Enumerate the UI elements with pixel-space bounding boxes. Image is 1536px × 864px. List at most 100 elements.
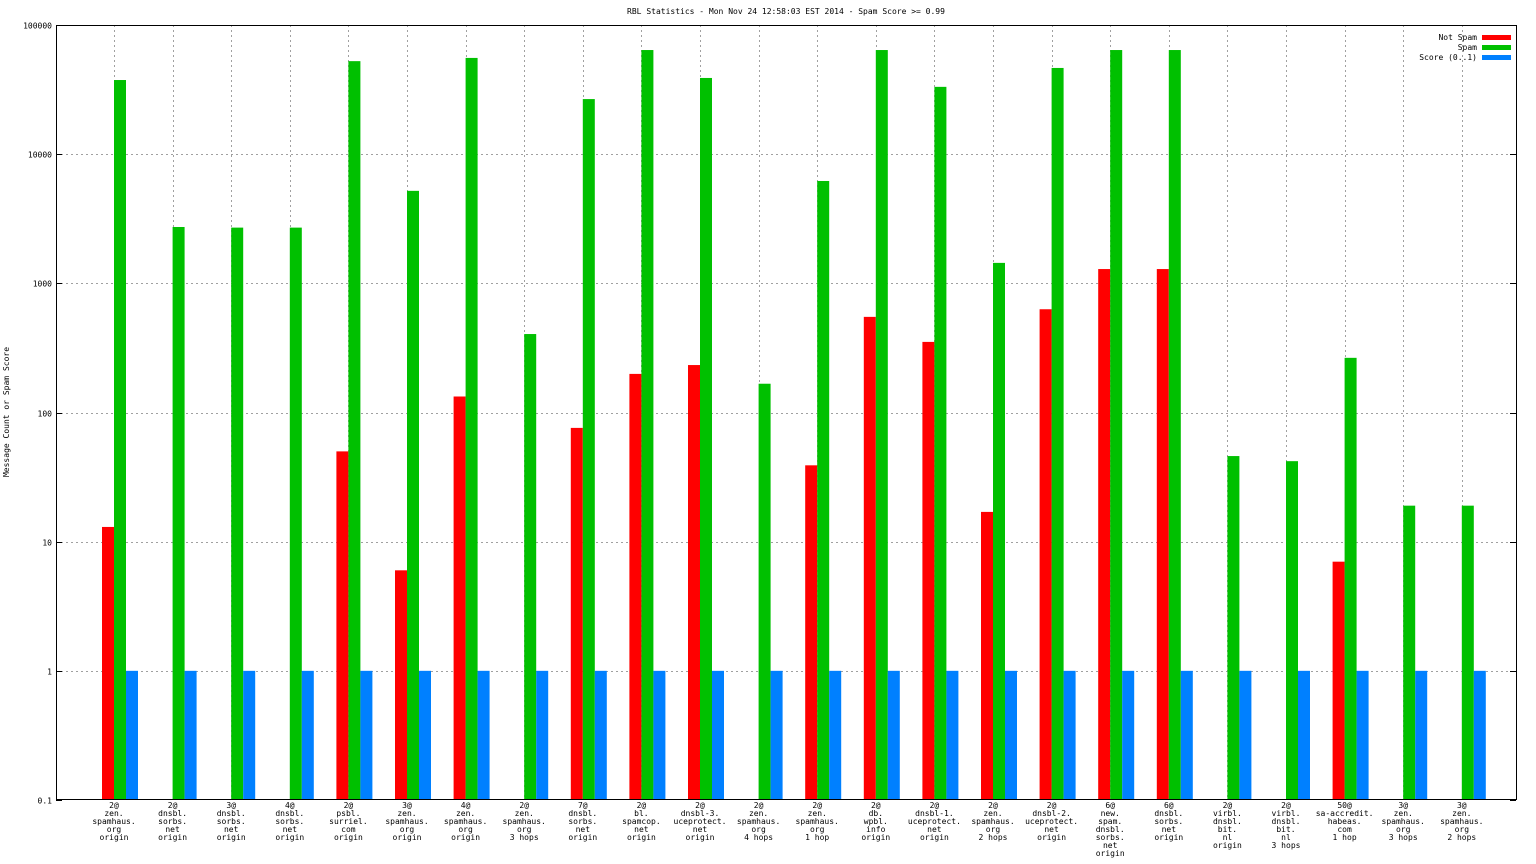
bars	[102, 50, 1486, 801]
x-tick-label: zen.	[749, 809, 768, 818]
x-tick-label: origin	[1037, 833, 1066, 842]
bar-not-spam	[1156, 269, 1169, 800]
bar-not-spam	[453, 396, 466, 800]
x-tick-label: zen.	[1394, 809, 1413, 818]
x-tick-label: spamhaus.	[796, 817, 839, 826]
x-tick-label: zen.	[397, 809, 416, 818]
x-tick-label: habeas.	[1328, 817, 1362, 826]
bar-score	[360, 670, 373, 800]
x-tick-label: dnsbl.	[217, 809, 246, 818]
x-tick-label: net	[576, 825, 591, 834]
x-tick-label: zen.	[983, 809, 1002, 818]
chart-title: RBL Statistics - Mon Nov 24 12:58:03 EST…	[627, 7, 945, 16]
y-tick-label: 0.1	[38, 797, 53, 806]
legend-swatch	[1482, 55, 1511, 60]
x-tick-label: dnsbl.	[568, 809, 597, 818]
x-tick-label: origin	[393, 833, 422, 842]
bar-spam	[348, 61, 361, 800]
x-tick-label: 2@	[1281, 801, 1291, 810]
bar-spam	[1403, 505, 1416, 800]
bar-score	[301, 670, 314, 800]
x-tick-label: 6@	[1164, 801, 1174, 810]
bar-score	[1298, 670, 1310, 800]
x-tick-label: 2@	[930, 801, 940, 810]
y-tick-label: 10000	[28, 151, 52, 160]
x-tick-label: 2@	[1047, 801, 1057, 810]
x-tick-label: spamhaus.	[1382, 817, 1425, 826]
x-tick-label: 3@	[1398, 801, 1408, 810]
legend-swatch	[1482, 45, 1511, 50]
bar-not-spam	[922, 341, 935, 800]
y-tick-label: 100	[38, 410, 53, 419]
bar-spam	[993, 262, 1005, 800]
x-tick-label: spamhaus.	[444, 817, 487, 826]
bar-spam	[817, 180, 830, 801]
x-tick-label: 2@	[812, 801, 822, 810]
x-tick-label: 50@	[1337, 801, 1352, 810]
bar-spam	[172, 226, 185, 800]
bar-score	[946, 670, 959, 800]
x-tick-label: net	[224, 825, 239, 834]
x-tick-label: zen.	[808, 809, 827, 818]
y-tick-label: 10	[42, 539, 52, 548]
x-tick-label: origin	[1154, 833, 1183, 842]
x-tick-label: origin	[334, 833, 363, 842]
bar-score	[653, 670, 666, 800]
bar-score	[1356, 670, 1369, 800]
bar-spam	[1286, 461, 1298, 800]
y-tick-label: 1	[47, 668, 52, 677]
bar-score	[1063, 670, 1076, 800]
x-tick-label: spamhaus.	[92, 817, 135, 826]
bar-spam	[114, 80, 126, 801]
x-tick-label: dnsbl.	[1272, 817, 1301, 826]
bar-score	[829, 670, 842, 800]
bar-not-spam	[805, 465, 818, 800]
x-tick-label: org	[400, 825, 415, 834]
bar-not-spam	[981, 511, 993, 800]
x-tick-label: com	[341, 825, 356, 834]
x-tick-label: dnsbl-1.	[915, 809, 954, 818]
x-tick-label: com	[1337, 825, 1352, 834]
bar-score	[770, 670, 783, 800]
x-tick-label: origin	[568, 833, 597, 842]
x-tick-label: sorbs.	[568, 817, 597, 826]
y-ticks: 100000 10000 1000 100 10 1 0.1	[23, 22, 1516, 806]
x-tick-label: origin	[275, 833, 304, 842]
x-tick-label: spamhaus.	[737, 817, 780, 826]
x-tick-label: origin	[627, 833, 656, 842]
x-tick-label: dnsbl.	[275, 809, 304, 818]
bar-score	[887, 670, 900, 800]
x-tick-label: origin	[158, 833, 187, 842]
y-axis-label: Message Count or Spam Score	[2, 347, 11, 477]
x-tick-label: info	[866, 825, 885, 834]
x-tick-label: zen.	[515, 809, 534, 818]
bar-spam	[465, 57, 478, 800]
x-tick-label: spamhaus.	[385, 817, 428, 826]
x-tick-label: net	[1103, 841, 1118, 850]
x-tick-label: org	[810, 825, 825, 834]
x-tick-label: org	[1396, 825, 1411, 834]
x-tick-label: net	[693, 825, 708, 834]
x-tick-label: sorbs.	[275, 817, 304, 826]
x-tick-label: 2@	[519, 801, 529, 810]
x-tick-label: spamcop.	[622, 817, 661, 826]
x-tick-label: uceprotect.	[908, 817, 961, 826]
bar-not-spam	[1039, 309, 1052, 800]
x-tick-label: net	[634, 825, 649, 834]
bar-score	[594, 670, 607, 800]
bar-not-spam	[1332, 561, 1345, 800]
bar-not-spam	[863, 316, 876, 800]
bar-score	[1473, 670, 1486, 800]
x-tick-label: new.	[1101, 809, 1120, 818]
x-tick-label: 1 hop	[805, 833, 829, 842]
legend-swatch	[1482, 35, 1511, 40]
bar-score	[243, 670, 256, 800]
x-tick-label: sa-accredit.	[1316, 809, 1374, 818]
bar-score	[477, 670, 490, 800]
x-tick-label: 2 hops	[1447, 833, 1476, 842]
x-tick-label: psbl.	[336, 809, 360, 818]
bar-spam	[1051, 67, 1064, 801]
x-tick-label: uceprotect.	[1025, 817, 1078, 826]
bar-score	[126, 670, 138, 800]
x-tick-label: bit.	[1276, 825, 1295, 834]
